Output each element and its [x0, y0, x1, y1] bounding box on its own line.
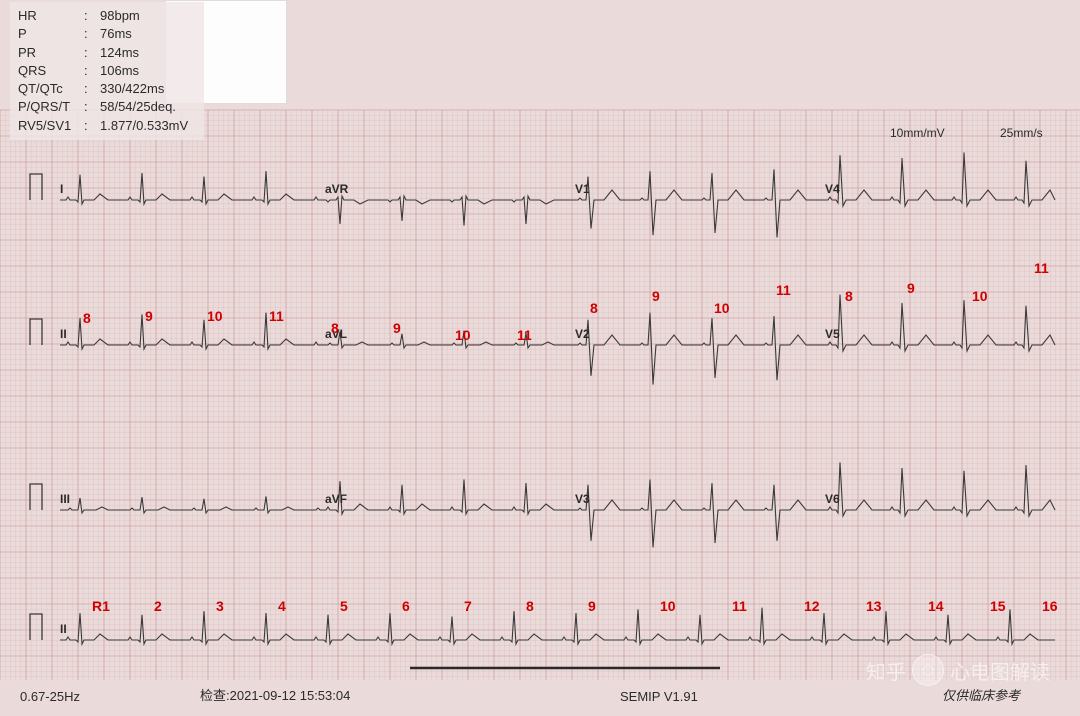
beat-annotation: 10 [455, 327, 471, 343]
beat-annotation: 10 [972, 288, 988, 304]
beat-annotation: 4 [278, 598, 286, 614]
beat-annotation: 9 [393, 320, 401, 336]
beat-annotation: 9 [907, 280, 915, 296]
filter-label: 0.67-25Hz [20, 689, 80, 704]
measurement-label: PR [18, 45, 82, 61]
measurement-value: 58/54/25deq. [100, 99, 192, 115]
measurement-label: P/QRS/T [18, 99, 82, 115]
lead-label-V4: V4 [825, 182, 840, 196]
measurement-value: 106ms [100, 63, 192, 79]
disclaimer: 仅供临床参考 [942, 685, 1020, 704]
beat-annotation: 8 [590, 300, 598, 316]
measurement-label: HR [18, 8, 82, 24]
beat-annotation: 8 [526, 598, 534, 614]
beat-annotation: 5 [340, 598, 348, 614]
watermark-brand: 知乎 [866, 656, 906, 685]
software-version: SEMIP V1.91 [620, 689, 698, 704]
beat-annotation: 14 [928, 598, 944, 614]
beat-annotation: 6 [402, 598, 410, 614]
lead-label-V2: V2 [575, 327, 590, 341]
lead-label-V1: V1 [575, 182, 590, 196]
lead-label-aVR: aVR [325, 182, 348, 196]
beat-annotation: 9 [588, 598, 596, 614]
watermark: 知乎 ◯ 心电图解读 [866, 654, 1050, 686]
beat-annotation: 10 [660, 598, 676, 614]
ecg-paper: HR:98bpmP:76msPR:124msQRS:106msQT/QTc:33… [0, 0, 1080, 716]
measurement-value: 1.877/0.533mV [100, 118, 192, 134]
beat-annotation: R1 [92, 598, 110, 614]
beat-annotation: 3 [216, 598, 224, 614]
lead-label-III: III [60, 492, 70, 506]
beat-annotation: 10 [207, 308, 223, 324]
beat-annotation: 11 [517, 327, 532, 343]
measurement-label: QRS [18, 63, 82, 79]
measurement-value: 76ms [100, 26, 192, 42]
beat-annotation: 10 [714, 300, 730, 316]
beat-annotation: 11 [732, 598, 747, 614]
lead-label-I: I [60, 182, 63, 196]
beat-annotation: 9 [145, 308, 153, 324]
lead-label-II: II [60, 622, 67, 636]
lead-label-aVF: aVF [325, 492, 347, 506]
measurement-value: 330/422ms [100, 81, 192, 97]
beat-annotation: 8 [83, 310, 91, 326]
beat-annotation: 2 [154, 598, 162, 614]
exam-time: 检查:2021-09-12 15:53:04 [200, 685, 350, 704]
lead-label-V6: V6 [825, 492, 840, 506]
watermark-logo-icon: ◯ [912, 654, 944, 686]
watermark-account: 心电图解读 [950, 656, 1050, 685]
speed-calibration: 25mm/s [1000, 126, 1043, 140]
measurements-box: HR:98bpmP:76msPR:124msQRS:106msQT/QTc:33… [10, 2, 204, 140]
beat-annotation: 8 [331, 320, 339, 336]
lead-label-II: II [60, 327, 67, 341]
beat-annotation: 13 [866, 598, 882, 614]
beat-annotation: 16 [1042, 598, 1058, 614]
measurement-label: RV5/SV1 [18, 118, 82, 134]
beat-annotation: 8 [845, 288, 853, 304]
measurement-label: P [18, 26, 82, 42]
lead-label-V3: V3 [575, 492, 590, 506]
measurement-value: 124ms [100, 45, 192, 61]
measurement-label: QT/QTc [18, 81, 82, 97]
beat-annotation: 12 [804, 598, 820, 614]
beat-annotation: 15 [990, 598, 1006, 614]
beat-annotation: 11 [776, 282, 791, 298]
beat-annotation: 11 [269, 308, 284, 324]
beat-annotation: 9 [652, 288, 660, 304]
beat-annotation: 11 [1034, 260, 1049, 276]
amplitude-calibration: 10mm/mV [890, 126, 945, 140]
measurement-value: 98bpm [100, 8, 192, 24]
beat-annotation: 7 [464, 598, 472, 614]
lead-label-V5: V5 [825, 327, 840, 341]
